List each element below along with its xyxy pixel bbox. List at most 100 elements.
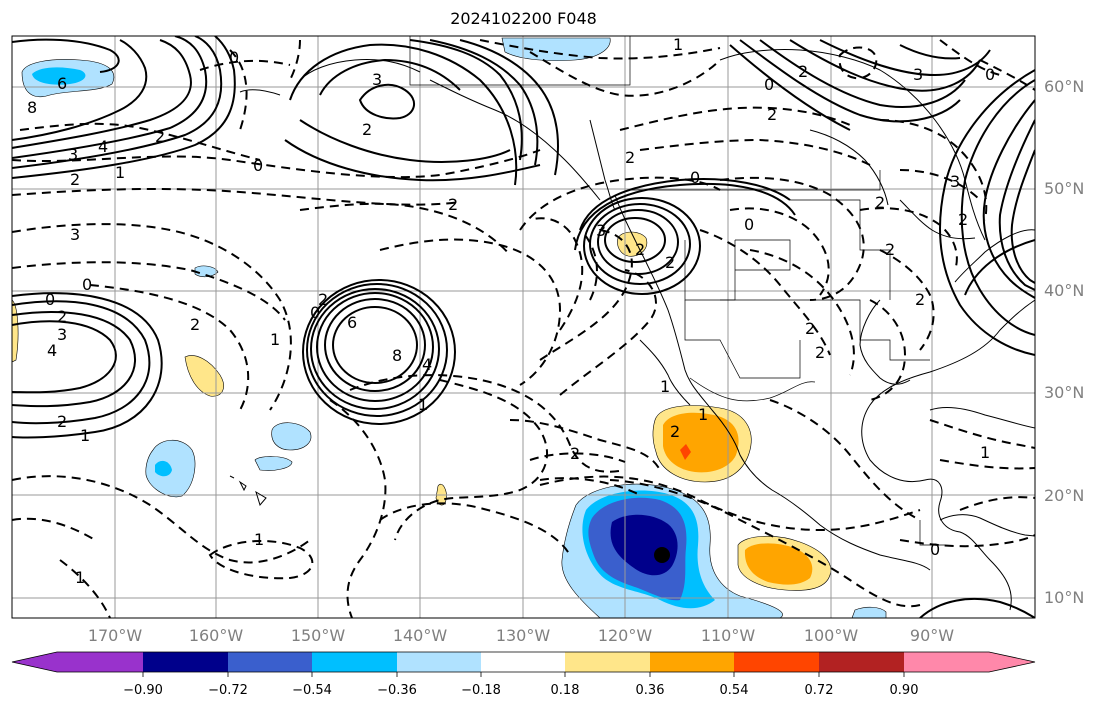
contour-label: 0 <box>764 75 774 94</box>
colorbar-segment <box>819 652 905 672</box>
colorbar-tick-label: −0.72 <box>208 683 248 698</box>
contour-label: 3 <box>372 70 382 89</box>
contour-label: 2 <box>635 240 645 259</box>
contour-label: 1 <box>698 405 708 424</box>
colorbar-tick-label: 0.90 <box>889 683 919 698</box>
colorbar-tick-label: −0.90 <box>123 683 163 698</box>
lon-label: 140°W <box>392 626 448 645</box>
colorbar-segment <box>312 652 398 672</box>
contour-label: 2 <box>57 307 67 326</box>
islands <box>229 475 267 507</box>
contour-label: 1 <box>673 35 683 54</box>
colorbar-segment <box>565 652 651 672</box>
map-frame <box>11 35 1036 619</box>
colorbar-segment <box>397 652 483 672</box>
lon-label: 150°W <box>290 626 346 645</box>
contour-label: 1 <box>254 530 264 549</box>
contour-label: 1 <box>115 163 125 182</box>
contour-label: 0 <box>930 540 940 559</box>
lon-label: 100°W <box>803 626 859 645</box>
contour-label: 2 <box>815 343 825 362</box>
contour-label: 2 <box>670 422 680 441</box>
colorbar-tick-label: 0.54 <box>719 683 749 698</box>
contour-label: 8 <box>392 346 402 365</box>
contour-label: 0 <box>82 275 92 294</box>
contour-label: 0 <box>744 215 754 234</box>
lat-label: 60°N <box>1044 77 1085 96</box>
contour-label: 0 <box>229 48 239 67</box>
contour-label: 2 <box>362 120 372 139</box>
contour-label: 2 <box>570 444 580 463</box>
contour-label: 2 <box>665 253 675 272</box>
contour-label: 3 <box>596 221 606 240</box>
contour-label: 0 <box>690 168 700 187</box>
contour-label: 6 <box>57 74 67 93</box>
contour-label: 2 <box>57 412 67 431</box>
contour-label: 0 <box>45 290 55 309</box>
contour-label: 3 <box>913 65 923 84</box>
contour-label: 0 <box>253 156 263 175</box>
contour-label: 1 <box>980 443 990 462</box>
contour-label: 2 <box>767 105 777 124</box>
contour-label: 1 <box>80 426 90 445</box>
colorbar-over-arrow <box>989 652 1035 672</box>
contour-label: 6 <box>347 313 357 332</box>
contour-label: 3 <box>70 225 80 244</box>
solid-contours <box>12 36 1035 618</box>
contour-label: 0 <box>310 303 320 322</box>
lon-label: 170°W <box>87 626 143 645</box>
contour-label: 3 <box>57 325 67 344</box>
colorbar-under-arrow <box>12 652 57 672</box>
colorbar-tick-label: 0.18 <box>550 683 580 698</box>
contour-label: 2 <box>70 170 80 189</box>
colorbar-segment <box>481 652 567 672</box>
contour-label: 4 <box>47 341 57 360</box>
contour-label: 2 <box>805 319 815 338</box>
lon-label: 120°W <box>597 626 653 645</box>
colorbar-tick-label: −0.54 <box>292 683 332 698</box>
contour-label: 1 <box>75 568 85 587</box>
colorbar <box>11 651 1036 677</box>
contour-label: 2 <box>155 127 165 146</box>
shaded-field <box>12 37 887 618</box>
contour-label: 2 <box>798 62 808 81</box>
contour-label: 1 <box>660 377 670 396</box>
lon-label: 90°W <box>909 626 955 645</box>
contour-label: 8 <box>27 98 37 117</box>
contour-label: 2 <box>318 290 328 309</box>
colorbar-tick-label: −0.18 <box>461 683 501 698</box>
lon-label: 130°W <box>495 626 551 645</box>
lat-label: 50°N <box>1044 179 1085 198</box>
colorbar-tick-label: −0.36 <box>377 683 417 698</box>
colorbar-segment <box>904 652 990 672</box>
lat-label: 20°N <box>1044 486 1085 505</box>
colorbar-tick-label: 0.72 <box>804 683 834 698</box>
chart-title: 2024102200 F048 <box>450 9 597 28</box>
lat-label: 10°N <box>1044 588 1085 607</box>
lon-label: 160°W <box>188 626 244 645</box>
contour-label: 2 <box>190 315 200 334</box>
lon-label: 110°W <box>700 626 756 645</box>
lat-label: 40°N <box>1044 281 1085 300</box>
contour-label: 2 <box>958 210 968 229</box>
contour-label: 1 <box>418 395 428 414</box>
contour-label: 2 <box>915 290 925 309</box>
contour-label: 0 <box>985 65 995 84</box>
gridlines <box>12 36 1035 618</box>
contour-label: 4 <box>422 355 432 374</box>
contour-label: 1 <box>270 330 280 349</box>
contour-label: 2 <box>448 195 458 214</box>
contour-label: 2 <box>875 193 885 212</box>
colorbar-segment <box>734 652 820 672</box>
contour-label: 2 <box>625 148 635 167</box>
colorbar-tick-label: 0.36 <box>635 683 665 698</box>
colorbar-segment <box>228 652 314 672</box>
contour-label: 3 <box>950 172 960 191</box>
borders <box>409 36 945 546</box>
colorbar-segment <box>57 652 144 672</box>
lat-label: 30°N <box>1044 383 1085 402</box>
contour-label: 4 <box>98 137 108 156</box>
contour-label: 3 <box>68 145 78 164</box>
contour-label: 2 <box>885 240 895 259</box>
